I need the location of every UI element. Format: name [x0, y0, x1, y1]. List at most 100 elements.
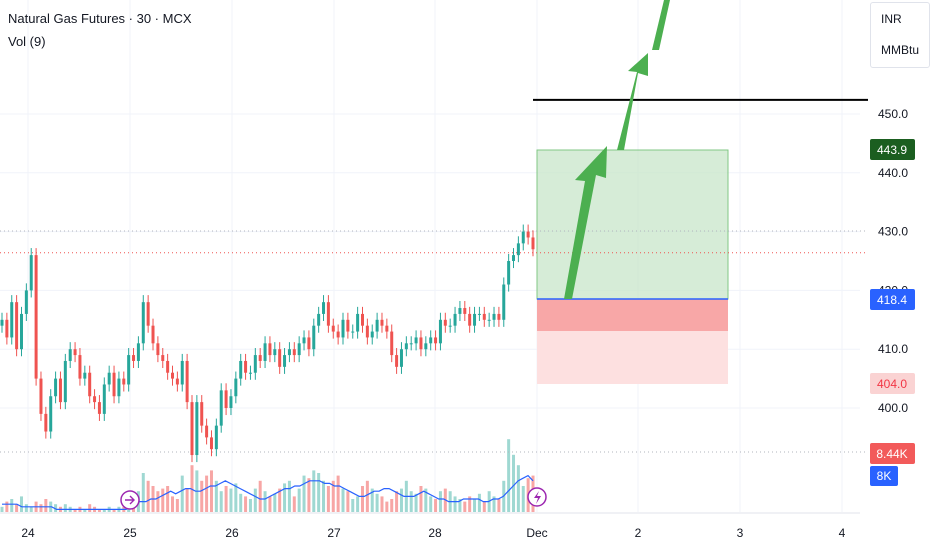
- candle-body: [395, 355, 399, 367]
- candle-body: [263, 343, 267, 361]
- volume-bar: [39, 504, 43, 512]
- candle-body: [468, 313, 472, 326]
- candle-body: [175, 378, 179, 385]
- volume-bar: [453, 496, 457, 512]
- arrow-segment-2: [617, 53, 648, 150]
- candle-body: [44, 413, 48, 432]
- candle-body: [78, 355, 82, 379]
- volume-bar: [507, 439, 511, 512]
- candle-body: [419, 337, 423, 350]
- candle-body: [477, 313, 481, 315]
- volume-bar: [273, 493, 277, 512]
- volume-bar: [521, 486, 525, 512]
- stop-zone-light[interactable]: [537, 331, 728, 384]
- candle-body: [0, 319, 4, 326]
- candle-body: [102, 384, 106, 414]
- candle-body: [370, 331, 374, 338]
- candle-body: [214, 425, 218, 450]
- volume-bar: [317, 473, 321, 512]
- time-tick-label: 24: [21, 526, 35, 540]
- candle-body: [5, 319, 9, 338]
- target-price-tag: 443.9: [870, 139, 915, 160]
- grid-lines: [0, 0, 860, 512]
- volume-bar: [458, 499, 462, 512]
- volume-bar: [5, 501, 9, 512]
- volume-bar: [497, 499, 501, 512]
- volume-bar: [175, 499, 179, 512]
- candle-body: [122, 378, 126, 385]
- svg-text:8.44K: 8.44K: [876, 447, 907, 461]
- candle-body: [234, 378, 238, 397]
- candle-body: [278, 349, 282, 367]
- candle-body: [448, 325, 452, 327]
- candle-body: [453, 313, 457, 326]
- volume-bar: [88, 504, 92, 512]
- position-zones[interactable]: [536, 149, 729, 384]
- volume-bar: [399, 488, 403, 512]
- target-zone[interactable]: [536, 149, 729, 300]
- candle-body: [224, 390, 228, 408]
- volume-bar: [224, 486, 228, 512]
- volume-bar: [180, 475, 184, 512]
- volume-bar: [512, 454, 516, 512]
- volume-bar: [356, 496, 360, 512]
- candle-body: [482, 313, 486, 320]
- candle-body: [268, 343, 272, 356]
- volume-bar: [351, 499, 355, 512]
- candle-body: [322, 302, 326, 314]
- candle-body: [385, 325, 389, 332]
- volume-bar: [29, 506, 33, 512]
- candle-body: [219, 390, 223, 426]
- candle-body: [380, 319, 384, 326]
- volume-bar: [229, 488, 233, 512]
- event-markers[interactable]: [120, 487, 547, 510]
- volume-bar: [214, 480, 218, 512]
- currency-label[interactable]: INR: [881, 12, 902, 26]
- candle-body: [112, 372, 116, 397]
- candle-body: [117, 378, 121, 397]
- stop-zone-strong[interactable]: [537, 299, 728, 331]
- projection-arrow[interactable]: [564, 0, 670, 299]
- volume-bar: [209, 470, 213, 512]
- volume-bar: [63, 504, 67, 512]
- volume-bar: [73, 509, 77, 512]
- volume-bar: [341, 488, 345, 512]
- time-tick-label: 25: [123, 526, 137, 540]
- volume-bar: [146, 480, 150, 512]
- volume-bar: [429, 496, 433, 512]
- volume-bar: [370, 488, 374, 512]
- volume-bar: [365, 480, 369, 512]
- candle-body: [404, 343, 408, 350]
- volume-bar: [468, 496, 472, 512]
- volume-bar: [346, 491, 350, 512]
- candle-body: [68, 349, 72, 361]
- unit-label[interactable]: MMBtu: [881, 43, 920, 57]
- volume-bar: [283, 483, 287, 512]
- volume-bar: [97, 509, 101, 512]
- volume-bar: [477, 493, 481, 512]
- candle-body: [526, 231, 530, 238]
- candle-body: [10, 302, 14, 338]
- volume-bar: [424, 488, 428, 512]
- price-tags: 443.9 418.4 404.0 8.44K 8K: [870, 139, 915, 486]
- volume-bar: [19, 496, 23, 512]
- price-tick-label: 410.0: [878, 342, 908, 356]
- candle-body: [336, 331, 340, 338]
- volume-bar: [156, 491, 160, 512]
- volume-indicator-label[interactable]: Vol (9): [8, 34, 46, 49]
- volume-bar: [141, 473, 145, 512]
- time-tick-label: 2: [635, 526, 642, 540]
- candle-body: [473, 313, 477, 326]
- volume-bar: [185, 488, 189, 512]
- time-axis[interactable]: 24 25 26 27 28 Dec 2 3 4: [0, 512, 860, 540]
- price-tick-label: 440.0: [878, 166, 908, 180]
- candle-body: [34, 255, 38, 379]
- candle-body: [287, 349, 291, 356]
- candle-body: [492, 313, 496, 320]
- candle-body: [297, 343, 301, 356]
- volume-bar: [239, 493, 243, 512]
- unit-selector[interactable]: INR MMBtu: [870, 2, 930, 68]
- candle-body: [438, 319, 442, 344]
- candle-body: [132, 355, 136, 361]
